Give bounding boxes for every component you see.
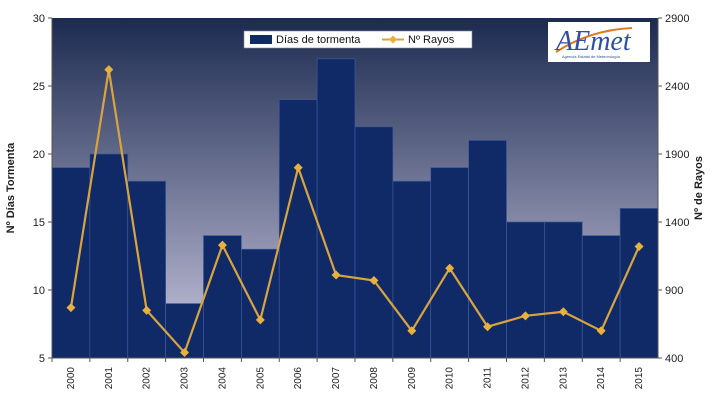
point-2011 — [483, 322, 493, 332]
legend-bar-swatch — [250, 35, 272, 44]
bar-2010 — [430, 167, 469, 359]
bar-2007 — [316, 58, 356, 359]
y2-tick-label-2400: 2400 — [665, 81, 689, 93]
point-2002 — [142, 305, 152, 315]
x-tick-label-2002: 2002 — [142, 367, 153, 390]
y2-tick-label-2900: 2900 — [665, 13, 689, 25]
y2-tick-label-1400: 1400 — [665, 217, 689, 229]
y2-tick-label-900: 900 — [665, 285, 683, 297]
bar-2014 — [581, 235, 621, 359]
x-tick-label-2006: 2006 — [293, 367, 304, 390]
legend-line-label: Nº Rayos — [408, 34, 455, 46]
x-tick-label-2013: 2013 — [558, 367, 569, 390]
logo-subtitle: Agencia Estatal de Meteorología — [562, 54, 621, 59]
y-tick-label-25: 25 — [33, 81, 45, 93]
point-2008 — [369, 275, 379, 285]
x-tick-label-2001: 2001 — [104, 367, 115, 390]
legend-line-marker — [389, 35, 397, 44]
x-tick-label-2012: 2012 — [520, 367, 531, 390]
logo-swoosh — [555, 27, 633, 53]
point-2006 — [293, 163, 303, 173]
series-line-rayos — [69, 68, 641, 354]
y2-axis-title: Nº de Rayos — [693, 156, 705, 220]
line-layer — [66, 65, 644, 358]
logo-box — [548, 22, 650, 62]
bar-2006 — [278, 99, 318, 359]
legend-bar-label: Días de tormenta — [276, 34, 361, 46]
x-tick-label-2015: 2015 — [634, 367, 645, 390]
bar-2001 — [89, 153, 129, 359]
y-tick-label-10: 10 — [33, 285, 45, 297]
point-2004 — [217, 240, 227, 250]
x-tick-label-2005: 2005 — [255, 367, 266, 390]
axes-layer: 5 10 15 20 25 30 400 900 1400 1900 2400 2900 2000 200… — [33, 13, 690, 389]
point-2010 — [445, 263, 455, 273]
bar-2000 — [51, 167, 91, 359]
aemet-logo: AEmet Agencia Estatal de Meteorología — [548, 22, 650, 62]
point-2012 — [520, 311, 530, 321]
x-tick-label-2007: 2007 — [331, 367, 342, 390]
point-2013 — [558, 307, 568, 317]
x-tick-label-2000: 2000 — [66, 367, 77, 390]
x-tick-label-2003: 2003 — [180, 367, 191, 390]
point-2005 — [255, 315, 265, 325]
point-2001 — [104, 65, 114, 75]
point-2014 — [596, 326, 606, 336]
legend-box — [243, 30, 473, 49]
y-axis-title: Nº Días Tormenta — [5, 142, 17, 233]
y2-tick-label-400: 400 — [665, 353, 683, 365]
logo-text: AEmet — [554, 26, 632, 57]
bar-2012 — [506, 221, 545, 359]
legend: Días de tormenta Nº Rayos — [243, 30, 473, 49]
bar-2013 — [544, 221, 583, 359]
y-tick-label-15: 15 — [33, 217, 45, 229]
x-tick-label-2010: 2010 — [445, 367, 456, 390]
point-2000 — [66, 303, 76, 313]
point-2009 — [407, 326, 417, 336]
y-tick-label-20: 20 — [33, 149, 45, 161]
bar-2002 — [127, 180, 166, 359]
point-2007 — [331, 270, 341, 280]
x-tick-label-2009: 2009 — [407, 367, 418, 390]
bars-layer — [51, 58, 659, 359]
bar-2004 — [203, 235, 242, 359]
x-tick-label-2014: 2014 — [596, 367, 607, 390]
y-tick-label-30: 30 — [33, 13, 45, 25]
y-tick-label-5: 5 — [39, 353, 45, 365]
point-2015 — [634, 241, 644, 251]
bar-2011 — [468, 140, 507, 359]
bar-2008 — [354, 126, 394, 359]
y2-tick-label-1900: 1900 — [665, 149, 689, 161]
bar-2015 — [619, 208, 659, 359]
x-tick-label-2004: 2004 — [217, 367, 228, 390]
x-tick-label-2008: 2008 — [369, 367, 380, 390]
x-tick-label-2011: 2011 — [483, 367, 494, 389]
point-2003 — [180, 348, 190, 358]
